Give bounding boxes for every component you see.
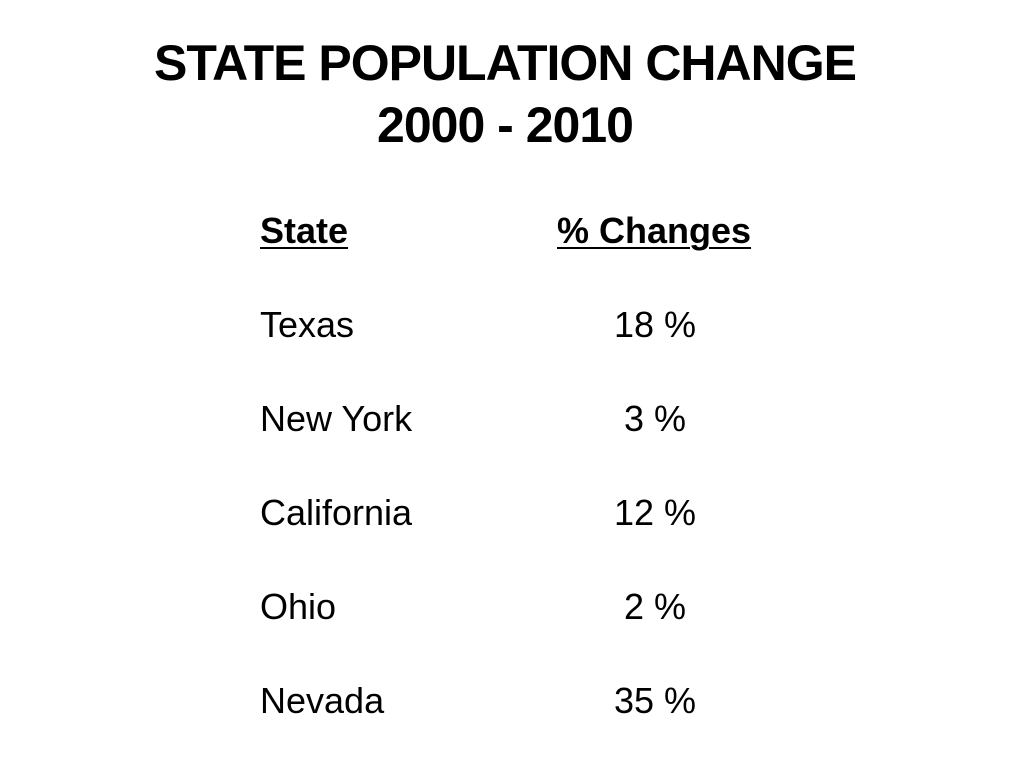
- state-name: New York: [260, 398, 413, 439]
- percent-change: 12 %: [613, 492, 697, 533]
- table-header-row: State % Changes: [260, 206, 820, 300]
- title-line-2: 2000 - 2010: [377, 97, 634, 153]
- table-row: California 12 %: [260, 488, 820, 582]
- table-row: Ohio 2 %: [260, 582, 820, 676]
- percent-change: 35 %: [613, 680, 697, 721]
- table-row: Nevada 35 %: [260, 676, 820, 768]
- column-header-state: State: [260, 210, 349, 251]
- slide-title: STATE POPULATION CHANGE 2000 - 2010: [0, 32, 1010, 156]
- table-row: New York 3 %: [260, 394, 820, 488]
- state-name: Texas: [260, 304, 355, 345]
- percent-change: 18 %: [613, 304, 697, 345]
- table-row: Texas 18 %: [260, 300, 820, 394]
- percent-change: 3 %: [623, 398, 687, 439]
- state-name: California: [260, 492, 413, 533]
- title-line-1: STATE POPULATION CHANGE: [154, 35, 857, 91]
- column-header-change: % Changes: [557, 210, 752, 251]
- population-table: State % Changes Texas 18 % New York 3 % …: [260, 206, 820, 768]
- state-name: Nevada: [260, 680, 385, 721]
- percent-change: 2 %: [623, 586, 687, 627]
- state-name: Ohio: [260, 586, 337, 627]
